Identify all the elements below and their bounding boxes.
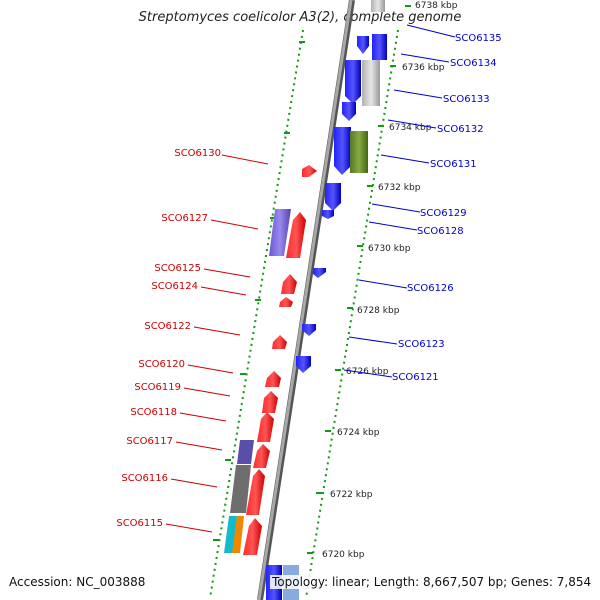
gene-sco6124 [279,297,293,307]
gene-sco6129 [325,183,341,211]
genome-summary-text: Topology: linear; Length: 8,667,507 bp; … [270,575,594,589]
gene-label-sco6116[interactable]: SCO6116 [121,473,168,484]
gene-sco6127 [286,212,306,258]
gene-label-sco6133[interactable]: SCO6133 [443,94,490,105]
gene-sco6134 [362,60,380,106]
gene-sco6120 [265,371,281,387]
gene-sco6130 [302,165,317,177]
gene-label-sco6117[interactable]: SCO6117 [126,436,173,447]
gene-sco6131-b [350,131,368,173]
gene-sco6131 [334,127,351,175]
gene-label-sco6135[interactable]: SCO6135 [455,33,502,44]
diagram-title: Streptomyces coelicolor A3(2), complete … [138,10,462,25]
gene-label-sco6118[interactable]: SCO6118 [130,407,177,418]
major-ticks-right [307,5,411,554]
gene-label-sco6126[interactable]: SCO6126 [407,283,454,294]
gene-sco6133 [345,60,361,104]
gene-label-sco6128[interactable]: SCO6128 [417,226,464,237]
gene-label-sco6115[interactable]: SCO6115 [116,518,163,529]
gene-label-sco6134[interactable]: SCO6134 [450,58,497,69]
gene-label-sco6122[interactable]: SCO6122 [144,321,191,332]
gene-sco6123 [302,324,316,336]
gene-sco6135 [357,36,369,54]
gene-sco6135-b [372,34,387,60]
gene-sco6117-a [237,440,254,464]
scale-label: 6736 kbp [402,63,445,73]
gene-label-sco6127[interactable]: SCO6127 [161,213,208,224]
gene-sco6121 [296,356,311,373]
gene-sco6117 [253,444,270,468]
gene-label-sco6124[interactable]: SCO6124 [151,281,198,292]
gene-label-sco6129[interactable]: SCO6129 [420,208,467,219]
gene-label-sco6131[interactable]: SCO6131 [430,159,477,170]
accession-text: Accession: NC_003888 [9,575,146,589]
scale-label: 6728 kbp [357,306,400,316]
gene-sco6126 [313,268,326,278]
scale-label: 6738 kbp [415,1,458,11]
gene-sco6119 [262,391,278,413]
gene-label-sco6120[interactable]: SCO6120 [138,359,185,370]
gene-sco6116-a [230,465,251,513]
gene-sco6128 [322,210,334,219]
scale-label: 6730 kbp [368,244,411,254]
gene-label-sco6130[interactable]: SCO6130 [174,148,221,159]
gene-sco6127-a [269,209,291,256]
gene-sco6116 [246,469,265,515]
gene-label-sco6119[interactable]: SCO6119 [134,382,181,393]
gene-label-sco6121[interactable]: SCO6121 [392,372,439,383]
gene-sco6115 [243,518,262,555]
scale-label: 6722 kbp [330,490,373,500]
scale-label: 6734 kbp [389,123,432,133]
gene-label-sco6125[interactable]: SCO6125 [154,263,201,274]
gene-label-sco6132[interactable]: SCO6132 [437,124,484,135]
gene-sco6125 [281,274,297,294]
gene-sco6118 [257,412,274,442]
gene-label-sco6123[interactable]: SCO6123 [398,339,445,350]
scale-label: 6732 kbp [378,183,421,193]
gene-sco6122 [272,335,287,349]
scale-label: 6720 kbp [322,550,365,560]
gene-sco6115-orange [232,516,244,553]
scale-label: 6726 kbp [346,367,389,377]
right-leaders [343,24,456,378]
plus-strand-genes [224,165,317,555]
left-leaders [165,154,269,533]
minus-strand-genes [266,0,387,600]
gene-sco6132 [342,102,356,121]
scale-label: 6724 kbp [337,428,380,438]
genome-axis [257,0,353,600]
